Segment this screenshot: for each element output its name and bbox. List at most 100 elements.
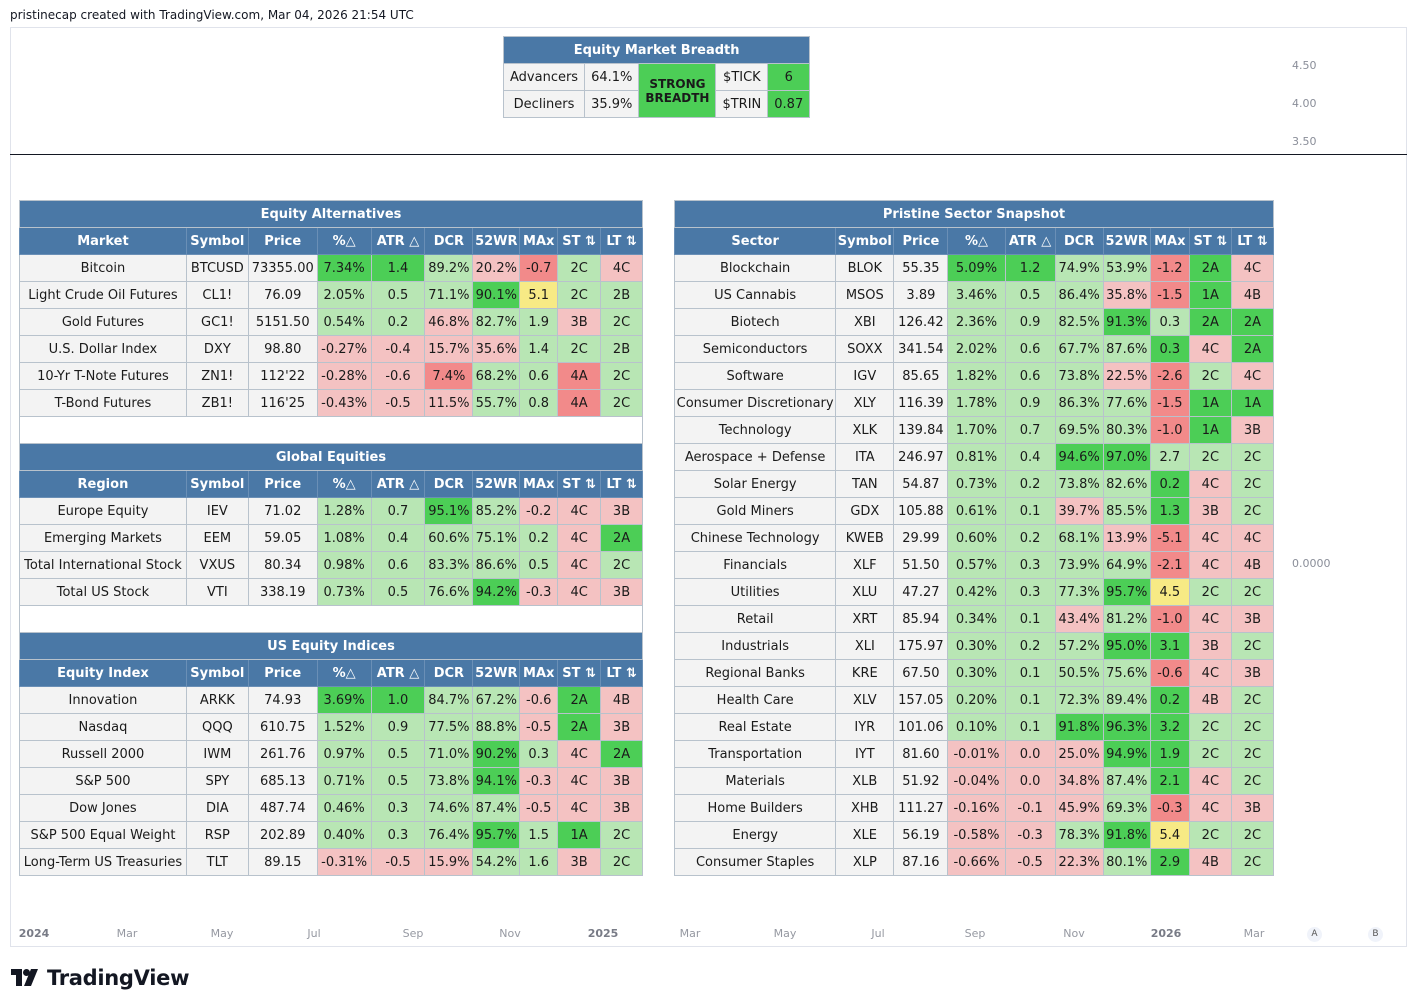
row-lt: 4B [1230,281,1275,309]
row-max: 0.2 [1149,470,1190,498]
row-price: 5151.50 [247,308,318,336]
column-header-st: ST ⇅ [557,659,602,687]
row-symbol: XRT [835,605,895,633]
row-pct: 1.78% [947,389,1006,417]
decliners-value: 35.9% [584,90,640,118]
row-wr: 85.2% [472,497,521,525]
row-lt: 3B [1230,605,1275,633]
decliners-label: Decliners [502,90,586,118]
table-row: Materials XLB 51.92 -0.04% 0.0 34.8% 87.4% 2.1 4… [673,767,1275,795]
row-atr: 0.2 [1004,470,1056,498]
row-lt: 4C [1230,254,1275,282]
sector-snapshot-table: Pristine Sector Snapshot Sector Symbol Pric… [673,200,1275,876]
row-symbol: GC1! [185,308,249,336]
row-dcr: 11.5% [424,389,474,417]
row-pct: 0.34% [947,605,1006,633]
row-name: Real Estate [673,713,837,741]
row-pct: 0.60% [947,524,1006,552]
table-row: Gold Miners GDX 105.88 0.61% 0.1 39.7% 85.5% 1.… [673,497,1275,525]
column-header: Equity Index [19,659,187,687]
row-dcr: 73.8% [424,767,474,795]
row-pct: -0.27% [316,335,372,363]
row-wr: 80.3% [1102,416,1151,444]
row-lt: 2C [600,551,643,579]
time-axis-label: Sep [402,927,424,940]
row-lt: 2C [1230,821,1275,849]
row-wr: 22.5% [1102,362,1151,390]
table-row: Transportation IYT 81.60 -0.01% 0.0 25.0% 94.9… [673,740,1275,768]
row-wr: 87.4% [472,794,521,822]
row-price: 139.84 [893,416,949,444]
table-row: 10-Yr T-Note Futures ZN1! 112'22 -0.28% -0.6… [19,362,643,390]
row-pct: 3.69% [316,686,372,714]
row-wr: 53.9% [1102,254,1151,282]
row-price: 85.94 [893,605,949,633]
row-name: Health Care [673,686,837,714]
row-max: 0.5 [519,551,559,579]
row-atr: -0.5 [370,389,426,417]
row-wr: 82.7% [472,308,521,336]
tradingview-logo[interactable]: TradingView [11,964,189,992]
row-max: -1.5 [1149,389,1190,417]
row-name: Aerospace + Defense [673,443,837,471]
row-price: 246.97 [893,443,949,471]
row-price: 74.93 [247,686,318,714]
row-symbol: ZB1! [185,389,249,417]
column-header-symbol: Symbol [835,227,895,255]
table-row: Home Builders XHB 111.27 -0.16% -0.1 45.9% 69.… [673,794,1275,822]
table-row: Bitcoin BTCUSD 73355.00 7.34% 1.4 89.2% 20.2% -… [19,254,643,282]
row-st: 4C [1188,470,1232,498]
row-lt: 2B [600,281,643,309]
row-lt: 2C [600,308,643,336]
row-max: -0.3 [519,578,559,606]
row-atr: 0.0 [1004,767,1056,795]
row-max: -0.6 [1149,659,1190,687]
row-lt: 3B [1230,416,1275,444]
row-wr: 75.1% [472,524,521,552]
row-st: 1A [1188,416,1232,444]
column-header-atr: ATR △ [370,227,426,255]
column-header-lt: LT ⇅ [600,659,643,687]
table-row: Total US Stock VTI 338.19 0.73% 0.5 76.6% 94.2… [19,578,643,606]
row-name: Emerging Markets [19,524,187,552]
row-name: U.S. Dollar Index [19,335,187,363]
row-pct: 2.36% [947,308,1006,336]
row-lt: 2C [1230,443,1275,471]
row-price: 47.27 [893,578,949,606]
column-header-max: MAx [1149,227,1190,255]
table-row: Utilities XLU 47.27 0.42% 0.3 77.3% 95.7% 4.5 2C… [673,578,1275,606]
column-header-wr: 52WR [1102,227,1151,255]
row-symbol: ITA [835,443,895,471]
axis-badge-b[interactable]: B [1368,927,1383,942]
column-header-atr: ATR △ [370,470,426,498]
row-dcr: 71.0% [424,740,474,768]
column-header-lt: LT ⇅ [1230,227,1275,255]
row-st: 1A [557,821,602,849]
time-axis[interactable]: 2024 Mar May Jul Sep Nov 2025 Mar May Jul Sep Nov 20… [0,927,1417,943]
row-max: -1.5 [1149,281,1190,309]
row-st: 3B [557,308,602,336]
row-wr: 87.4% [1102,767,1151,795]
row-atr: 0.6 [1004,362,1056,390]
pane-divider[interactable] [10,154,1407,155]
axis-badge-a[interactable]: A [1307,927,1322,942]
row-max: 0.8 [519,389,559,417]
row-symbol: XLI [835,632,895,660]
row-dcr: 78.3% [1054,821,1104,849]
row-symbol: XLF [835,551,895,579]
row-st: 2A [1188,308,1232,336]
row-pct: -0.58% [947,821,1006,849]
row-dcr: 67.7% [1054,335,1104,363]
column-header-wr: 52WR [472,227,521,255]
row-price: 55.35 [893,254,949,282]
row-name: Long-Term US Treasuries [19,848,187,876]
row-atr: 1.4 [370,254,426,282]
row-st: 1A [1188,389,1232,417]
table-row: US Cannabis MSOS 3.89 3.46% 0.5 86.4% 35.8% -1.… [673,281,1275,309]
row-pct: 0.81% [947,443,1006,471]
row-st: 4C [1188,605,1232,633]
row-pct: 2.05% [316,281,372,309]
column-header-max: MAx [519,227,559,255]
row-st: 3B [1188,632,1232,660]
row-symbol: EEM [185,524,249,552]
